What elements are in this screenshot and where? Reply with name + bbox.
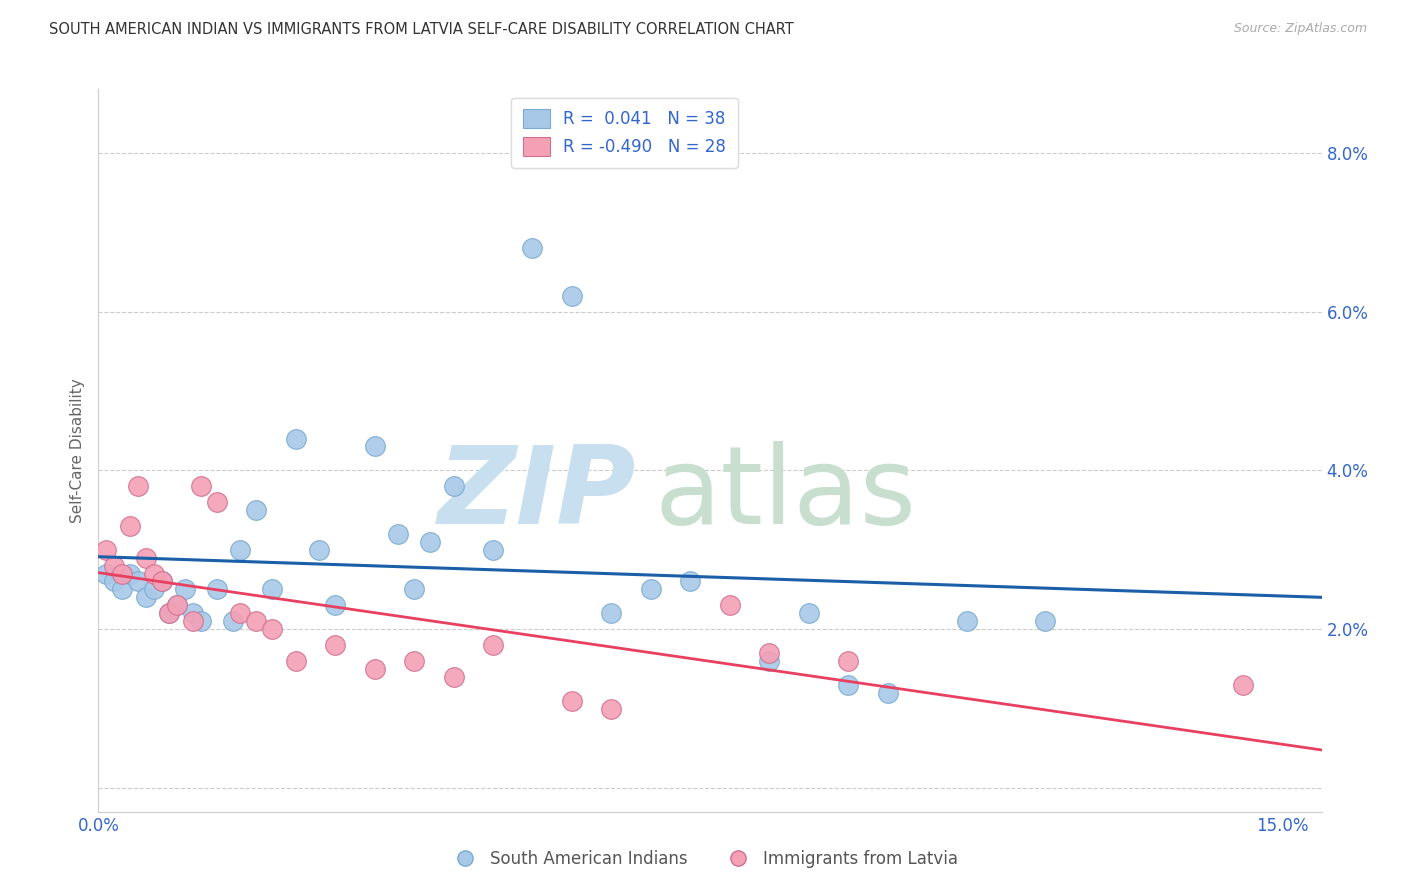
Point <box>205 495 228 509</box>
Y-axis label: Self-Care Disability: Self-Care Disability <box>70 378 86 523</box>
Point <box>127 479 149 493</box>
Point <box>245 503 267 517</box>
Point <box>221 614 243 628</box>
Point <box>96 542 118 557</box>
Point <box>150 574 173 589</box>
Text: atlas: atlas <box>655 441 917 547</box>
Point <box>679 574 702 589</box>
Point <box>837 654 859 668</box>
Point <box>174 582 197 597</box>
Point <box>404 582 426 597</box>
Point <box>284 432 307 446</box>
Text: ZIP: ZIP <box>439 441 637 547</box>
Point <box>323 599 346 613</box>
Point <box>482 542 505 557</box>
Point <box>363 440 385 454</box>
Point <box>600 606 623 620</box>
Point <box>718 599 741 613</box>
Point <box>166 599 188 613</box>
Point <box>443 479 465 493</box>
Point <box>1232 678 1254 692</box>
Point <box>111 582 134 597</box>
Legend: R =  0.041   N = 38, R = -0.490   N = 28: R = 0.041 N = 38, R = -0.490 N = 28 <box>512 97 738 168</box>
Point <box>229 606 252 620</box>
Point <box>308 542 330 557</box>
Point <box>127 574 149 589</box>
Point <box>482 638 505 652</box>
Point <box>404 654 426 668</box>
Point <box>190 614 212 628</box>
Point <box>142 566 165 581</box>
Point <box>419 534 441 549</box>
Point <box>876 685 898 699</box>
Point <box>600 701 623 715</box>
Point <box>96 566 118 581</box>
Point <box>159 606 181 620</box>
Point <box>837 678 859 692</box>
Point <box>181 614 204 628</box>
Point <box>103 574 125 589</box>
Point <box>522 241 544 255</box>
Point <box>135 550 157 565</box>
Point <box>190 479 212 493</box>
Point <box>166 599 188 613</box>
Point <box>363 662 385 676</box>
Point <box>758 654 780 668</box>
Point <box>955 614 977 628</box>
Point <box>229 542 252 557</box>
Point <box>135 591 157 605</box>
Point <box>150 574 173 589</box>
Point <box>118 519 141 533</box>
Point <box>260 582 283 597</box>
Point <box>245 614 267 628</box>
Point <box>561 693 583 707</box>
Point <box>159 606 181 620</box>
Point <box>111 566 134 581</box>
Point <box>758 646 780 660</box>
Point <box>323 638 346 652</box>
Point <box>260 622 283 636</box>
Point <box>387 526 409 541</box>
Text: Source: ZipAtlas.com: Source: ZipAtlas.com <box>1233 22 1367 36</box>
Point <box>205 582 228 597</box>
Legend: South American Indians, Immigrants from Latvia: South American Indians, Immigrants from … <box>441 844 965 875</box>
Text: SOUTH AMERICAN INDIAN VS IMMIGRANTS FROM LATVIA SELF-CARE DISABILITY CORRELATION: SOUTH AMERICAN INDIAN VS IMMIGRANTS FROM… <box>49 22 794 37</box>
Point <box>118 566 141 581</box>
Point <box>142 582 165 597</box>
Point <box>797 606 820 620</box>
Point <box>103 558 125 573</box>
Point <box>284 654 307 668</box>
Point <box>443 670 465 684</box>
Point <box>561 288 583 302</box>
Point <box>1035 614 1057 628</box>
Point <box>181 606 204 620</box>
Point <box>640 582 662 597</box>
